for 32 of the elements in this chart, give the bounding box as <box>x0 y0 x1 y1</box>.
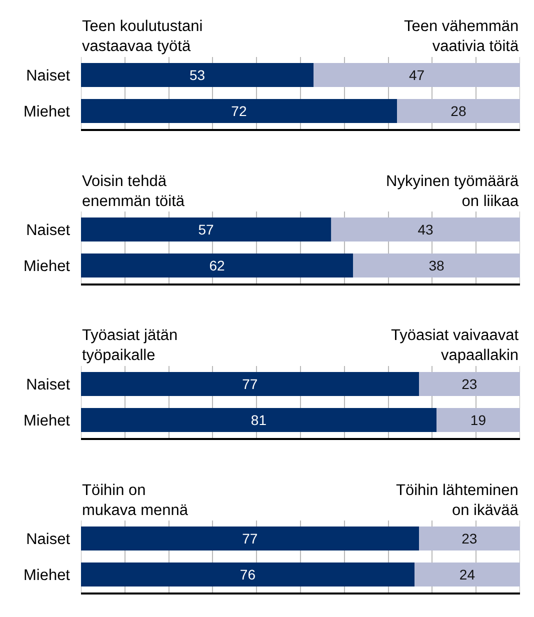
data-label: 24 <box>459 566 476 582</box>
series-label: Töihin lähteminen on ikävää <box>396 482 519 520</box>
series-label: Töihin on mukava mennä <box>82 482 188 520</box>
y-tick-label: Miehet <box>23 412 71 430</box>
data-label: 76 <box>240 566 256 582</box>
data-label: 77 <box>242 376 258 392</box>
y-tick-label: Miehet <box>23 258 71 275</box>
data-label: 81 <box>250 412 267 428</box>
data-label: 62 <box>209 258 225 274</box>
series-label: Työasiat vaivaavat vapaallakin <box>391 327 520 364</box>
data-label: 57 <box>198 222 214 238</box>
data-label: 72 <box>231 103 247 119</box>
y-tick-label: Miehet <box>23 103 71 120</box>
series-label: Teen koulutustani vastaavaa työtä <box>82 18 203 56</box>
y-tick-label: Naiset <box>26 67 71 84</box>
data-label: 23 <box>462 530 478 546</box>
data-label: 43 <box>418 222 434 238</box>
data-label: 23 <box>462 376 478 392</box>
data-label: 19 <box>470 412 486 428</box>
y-tick-label: Naiset <box>26 530 71 548</box>
data-label: 47 <box>408 67 425 83</box>
data-label: 28 <box>450 103 466 119</box>
series-label: Teen vähemmän vaativia töitä <box>404 18 519 56</box>
data-label: 38 <box>428 258 444 274</box>
series-label: Työasiat jätän työpaikalle <box>82 327 178 364</box>
y-tick-label: Naiset <box>26 376 71 394</box>
data-label: 77 <box>242 530 258 546</box>
y-tick-label: Naiset <box>26 222 71 239</box>
series-label: Nykyinen työmäärä on liikaa <box>386 173 520 210</box>
series-label: Voisin tehdä enemmän töitä <box>82 173 185 210</box>
y-tick-label: Miehet <box>23 566 71 584</box>
data-label: 53 <box>189 67 206 83</box>
